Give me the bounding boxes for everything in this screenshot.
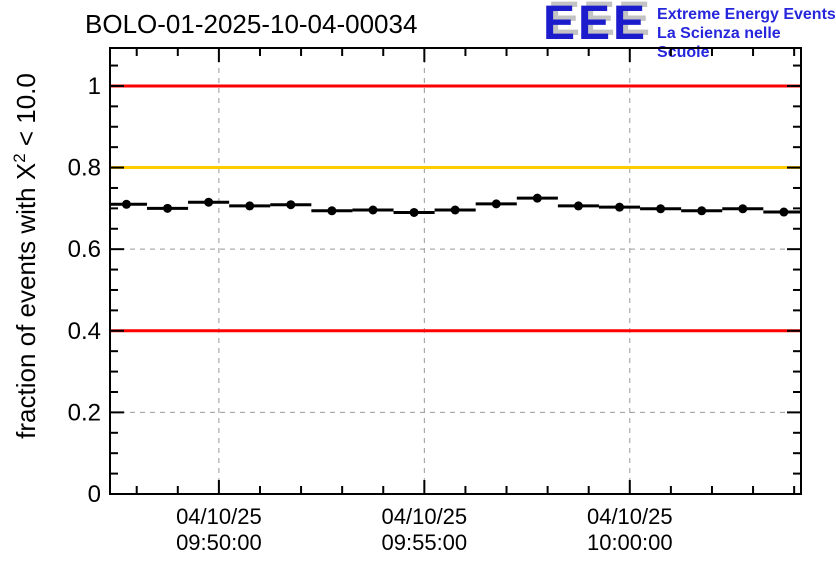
plot-title: BOLO-01-2025-10-04-00034 — [85, 9, 418, 39]
x-tick-label-date: 04/10/25 — [382, 504, 468, 529]
y-tick-label: 0.2 — [68, 399, 101, 426]
data-point-marker — [532, 193, 542, 203]
data-point-marker — [204, 197, 214, 207]
data-point-marker — [656, 204, 666, 214]
data-point-marker — [615, 202, 625, 212]
data-point-marker — [121, 199, 131, 209]
y-tick-label: 1 — [88, 73, 101, 100]
reference-lines — [110, 84, 801, 333]
x-tick-label-time: 09:55:00 — [382, 530, 468, 555]
y-tick-label: 0.8 — [68, 155, 101, 182]
data-point-marker — [450, 205, 460, 215]
data-point-marker — [163, 203, 173, 213]
x-tick-label-date: 04/10/25 — [587, 504, 673, 529]
y-tick-label: 0.6 — [68, 236, 101, 263]
x-tick-label-time: 10:00:00 — [587, 530, 673, 555]
plot-frame — [109, 47, 802, 495]
data-point-marker — [327, 206, 337, 216]
gridlines — [110, 48, 801, 494]
data-point-marker — [738, 204, 748, 214]
axis-ticks — [110, 48, 801, 495]
x-tick-label-date: 04/10/25 — [176, 504, 262, 529]
y-tick-label: 0 — [88, 481, 101, 508]
y-tick-label: 0.4 — [68, 318, 101, 345]
data-point-marker — [491, 199, 501, 209]
x-tick-label-time: 09:50:00 — [176, 530, 262, 555]
data-point-marker — [779, 207, 789, 217]
data-point-marker — [245, 201, 255, 211]
data-series — [110, 193, 801, 217]
eee-tagline-line1: Extreme Energy Events — [657, 6, 836, 23]
data-point-marker — [368, 205, 378, 215]
axis-labels: 00.20.40.60.8104/10/2509:50:0004/10/2509… — [68, 73, 673, 555]
data-point-marker — [573, 201, 583, 211]
data-point-marker — [697, 206, 707, 216]
data-point-marker — [409, 207, 419, 217]
eee-logo-letters: EEE — [543, 0, 649, 50]
data-point-marker — [286, 200, 296, 210]
